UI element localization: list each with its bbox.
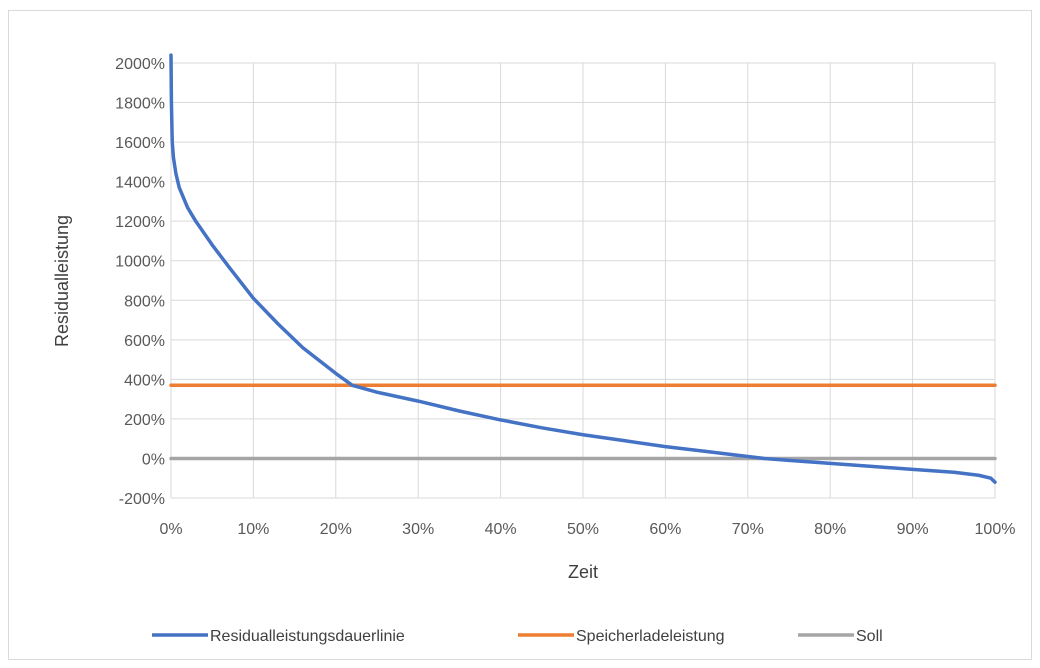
y-tick-label: 400%: [124, 372, 165, 389]
x-tick-label: 80%: [814, 521, 846, 538]
y-tick-label: 1800%: [115, 96, 165, 113]
y-tick-label: 800%: [124, 293, 165, 310]
y-tick-label: 1400%: [115, 175, 165, 192]
x-tick-label: 60%: [649, 521, 681, 538]
x-tick-label: 40%: [485, 521, 517, 538]
legend-label: Soll: [856, 628, 883, 645]
y-tick-label: 1200%: [115, 214, 165, 231]
x-tick-label: 10%: [237, 521, 269, 538]
x-tick-label: 30%: [402, 521, 434, 538]
y-tick-label: 2000%: [115, 56, 165, 73]
y-tick-label: 1000%: [115, 254, 165, 271]
x-tick-label: 0%: [159, 521, 182, 538]
y-axis-ticks: -200% 0% 200% 400% 600% 800% 1000% 1200% 1400% 16…: [115, 56, 165, 508]
y-tick-label: -200%: [119, 491, 165, 508]
chart-frame: [8, 10, 1032, 660]
x-axis-ticks: 0% 10% 20% 30% 40% 50% 60% 70% 80% 90% 100%: [159, 521, 1015, 538]
grid: [170, 62, 996, 499]
y-tick-label: 200%: [124, 412, 165, 429]
y-tick-label: 1600%: [115, 135, 165, 152]
x-axis-title: Zeit: [568, 562, 598, 582]
x-tick-label: 70%: [732, 521, 764, 538]
y-tick-label: 0%: [142, 451, 165, 468]
x-tick-label: 50%: [567, 521, 599, 538]
x-tick-label: 20%: [320, 521, 352, 538]
legend-label: Speicherladeleistung: [576, 628, 725, 645]
legend: Residualleistungsdauerlinie Speicherladel…: [152, 628, 883, 645]
y-tick-label: 600%: [124, 333, 165, 350]
series-line-residualleistungsdauerlinie: [169, 53, 997, 484]
series-layer: [169, 53, 997, 484]
x-tick-label: 100%: [975, 521, 1016, 538]
legend-label: Residualleistungsdauerlinie: [210, 628, 405, 645]
x-tick-label: 90%: [897, 521, 929, 538]
y-axis-title: Residualleistung: [52, 215, 72, 347]
